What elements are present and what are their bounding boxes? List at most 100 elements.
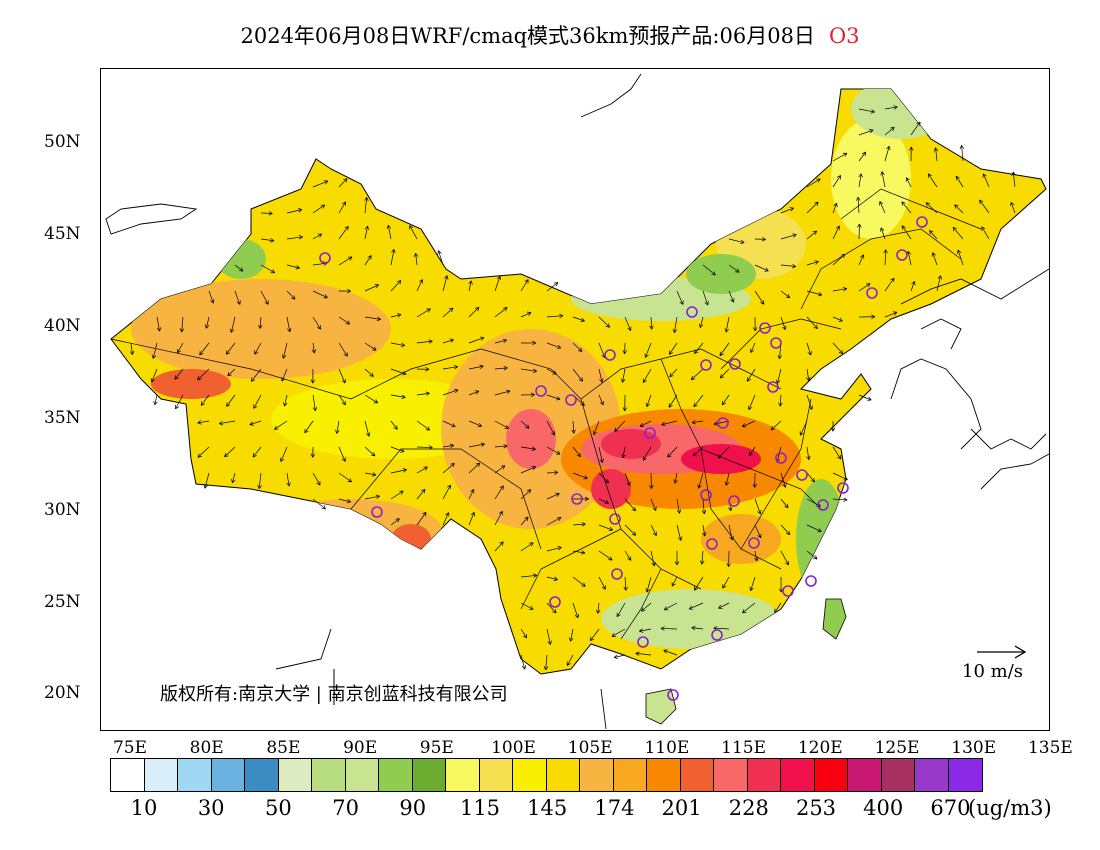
- wind-arrow: [310, 368, 316, 384]
- wind-arrow: [416, 466, 428, 474]
- wind-arrow: [780, 550, 789, 566]
- wind-arrow: [520, 542, 534, 552]
- colorbar-tick-label: 174: [594, 796, 635, 820]
- wind-arrow: [780, 207, 794, 214]
- province-borders: [110, 188, 982, 725]
- colorbar-swatch: [881, 759, 915, 791]
- wind-arrow: [281, 342, 288, 359]
- wind-arrow: [468, 462, 481, 474]
- wind-arrow: [204, 316, 210, 329]
- wind-arrow: [364, 472, 377, 477]
- wind-arrow: [416, 391, 430, 396]
- wind-arrow: [614, 420, 626, 432]
- wind-arrow: [667, 446, 678, 458]
- wind-arrow: [494, 465, 506, 474]
- wind-arrow: [649, 316, 654, 330]
- wind-arrow: [598, 394, 604, 406]
- wind-scale-label: 10 m/s: [962, 661, 1023, 682]
- station-marker: [728, 495, 740, 507]
- wind-arrow: [260, 211, 273, 216]
- wind-arrow: [286, 264, 300, 270]
- lat-tick-label: 50N: [44, 132, 81, 152]
- province-border-line: [700, 448, 782, 570]
- wind-arrow: [1011, 171, 1016, 188]
- wind-arrow: [364, 342, 377, 351]
- wind-arrow: [546, 446, 561, 455]
- wind-arrow: [722, 576, 730, 589]
- wind-arrow: [690, 368, 704, 381]
- wind-arrow: [726, 550, 731, 567]
- colorbar-swatch: [144, 759, 178, 791]
- wind-arrow: [880, 227, 886, 240]
- wind-arrow: [390, 468, 407, 474]
- wind-arrow: [571, 420, 576, 434]
- coastline: [105, 203, 198, 235]
- wind-arrow: [390, 249, 396, 266]
- wind-arrow: [806, 260, 819, 266]
- colorbar-tick-label: 253: [795, 796, 837, 820]
- wind-arrow: [468, 280, 473, 292]
- wind-arrow: [338, 256, 353, 266]
- wind-arrow: [338, 225, 349, 240]
- wind-arrow: [312, 204, 326, 214]
- wind-arrow: [572, 496, 589, 502]
- wind-arrow: [338, 316, 351, 325]
- ozone-region: [591, 469, 631, 509]
- wind-arrow: [413, 253, 419, 266]
- wind-arrow: [884, 126, 895, 136]
- colorbar-swatch: [546, 759, 580, 791]
- wind-arrow: [416, 420, 431, 431]
- wind-arrow: [598, 524, 613, 532]
- station-marker: [686, 306, 698, 318]
- wind-arrow: [546, 470, 558, 475]
- wind-arrow: [129, 342, 135, 355]
- wind-arrow: [620, 368, 626, 383]
- wind-arrow: [249, 420, 262, 426]
- wind-arrow: [832, 253, 846, 266]
- station-marker: [535, 385, 547, 397]
- wind-arrow: [338, 288, 351, 294]
- wind-arrow: [151, 342, 158, 359]
- lon-tick-label: 115E: [721, 738, 767, 758]
- wind-arrow: [174, 368, 184, 380]
- wind-arrow: [338, 394, 346, 406]
- lon-tick-label: 125E: [874, 738, 920, 758]
- wind-arrow: [416, 308, 431, 318]
- station-marker: [700, 489, 712, 501]
- wind-arrow: [718, 602, 730, 609]
- station-marker: [711, 629, 723, 641]
- wind-arrow: [754, 237, 766, 242]
- ozone-region: [601, 429, 661, 459]
- wind-arrow: [197, 446, 210, 458]
- wind-arrow: [338, 201, 347, 214]
- wind-arrow: [224, 446, 236, 458]
- wind-arrow: [390, 280, 402, 292]
- wind-arrow: [312, 180, 329, 188]
- wind-arrow: [775, 368, 782, 384]
- wind-arrow: [754, 264, 769, 272]
- colorbar-swatch: [848, 759, 882, 791]
- wind-arrow: [416, 279, 424, 292]
- colorbar-swatch: [513, 759, 547, 791]
- wind-arrow: [644, 342, 652, 358]
- ozone-region: [601, 589, 781, 649]
- wind-arrow: [832, 342, 844, 355]
- colorbar-tick-label: 90: [399, 796, 427, 820]
- station-marker: [748, 537, 760, 549]
- wind-arrow: [520, 420, 530, 429]
- wind-arrow: [286, 208, 303, 214]
- colorbar-swatch: [412, 759, 446, 791]
- colorbar-swatch: [680, 759, 714, 791]
- wind-arrow: [699, 550, 705, 565]
- wind-arrow: [546, 342, 562, 349]
- station-marker: [549, 596, 561, 608]
- wind-arrow: [672, 316, 678, 333]
- lat-tick-label: 40N: [44, 316, 81, 336]
- wind-arrow: [858, 254, 865, 266]
- wind-arrow: [338, 472, 352, 483]
- wind-arrow: [936, 275, 942, 292]
- wind-arrow: [806, 316, 818, 330]
- lon-tick-label: 135E: [1027, 738, 1073, 758]
- wind-arrow: [572, 472, 588, 480]
- wind-arrow: [742, 602, 756, 614]
